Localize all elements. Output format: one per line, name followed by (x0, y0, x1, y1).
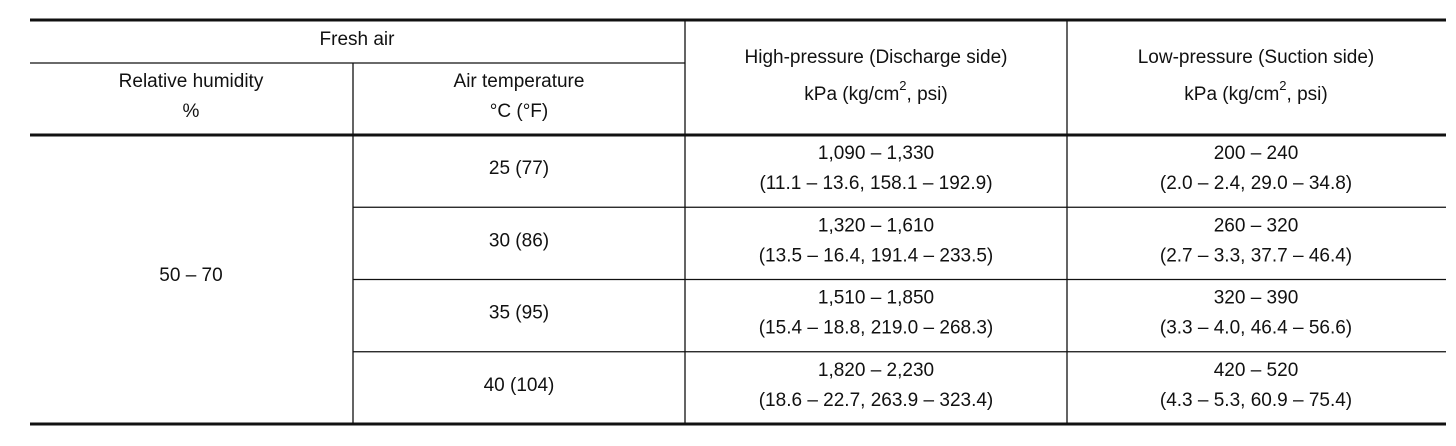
temperature-cell: 40 (104) (484, 375, 555, 396)
high-pressure-kpa: 1,090 – 1,330 (818, 143, 934, 164)
high-pressure-kpa: 1,820 – 2,230 (818, 360, 934, 381)
high-pressure-alt: (15.4 – 18.8, 219.0 – 268.3) (759, 318, 994, 339)
unit-superscript: 2 (1279, 78, 1286, 93)
unit-superscript: 2 (899, 78, 906, 93)
column-header: % (183, 101, 200, 122)
low-pressure-alt: (3.3 – 4.0, 46.4 – 56.6) (1160, 318, 1352, 339)
column-header: Relative humidity (119, 71, 264, 92)
high-pressure-kpa: 1,510 – 1,850 (818, 288, 934, 309)
high-pressure-kpa: 1,320 – 1,610 (818, 215, 934, 236)
column-header: High-pressure (Discharge side) (745, 47, 1008, 68)
group-header: Fresh air (320, 29, 396, 50)
high-pressure-alt: (13.5 – 16.4, 191.4 – 233.5) (759, 245, 994, 266)
unit-text: , psi) (907, 84, 948, 105)
column-header: Low-pressure (Suction side) (1138, 47, 1375, 68)
low-pressure-kpa: 260 – 320 (1214, 215, 1299, 236)
unit-text: , psi) (1287, 84, 1328, 105)
temperature-cell: 30 (86) (489, 230, 549, 251)
low-pressure-kpa: 320 – 390 (1214, 288, 1299, 309)
low-pressure-alt: (2.7 – 3.3, 37.7 – 46.4) (1160, 245, 1352, 266)
temperature-cell: 35 (95) (489, 303, 549, 324)
low-pressure-alt: (4.3 – 5.3, 60.9 – 75.4) (1160, 390, 1352, 411)
unit-text: kPa (kg/cm (804, 84, 899, 105)
column-unit: kPa (kg/cm2, psi) (804, 78, 947, 105)
humidity-cell: 50 – 70 (159, 265, 222, 286)
low-pressure-alt: (2.0 – 2.4, 29.0 – 34.8) (1160, 173, 1352, 194)
low-pressure-kpa: 420 – 520 (1214, 360, 1299, 381)
high-pressure-alt: (18.6 – 22.7, 263.9 – 323.4) (759, 390, 994, 411)
temperature-cell: 25 (77) (489, 158, 549, 179)
unit-text: kPa (kg/cm (1184, 84, 1279, 105)
column-header: °C (°F) (490, 101, 548, 122)
column-unit: kPa (kg/cm2, psi) (1184, 78, 1327, 105)
low-pressure-kpa: 200 – 240 (1214, 143, 1299, 164)
high-pressure-alt: (11.1 – 13.6, 158.1 – 192.9) (759, 173, 992, 194)
column-header: Air temperature (454, 71, 585, 92)
